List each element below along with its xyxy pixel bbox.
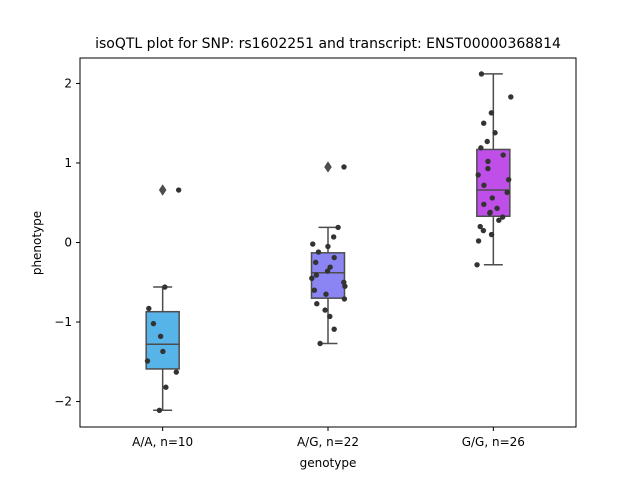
data-point <box>162 284 168 290</box>
data-point <box>478 71 485 77</box>
data-point <box>488 110 495 116</box>
data-point <box>311 287 318 293</box>
outlier-marker <box>158 184 167 196</box>
data-point <box>313 272 320 278</box>
plot-area <box>144 71 514 413</box>
data-point <box>315 249 322 255</box>
outlier-marker <box>324 161 332 173</box>
data-point <box>317 340 323 347</box>
data-point <box>341 296 348 302</box>
data-point <box>327 264 333 270</box>
data-point <box>309 275 315 281</box>
data-point <box>485 158 491 165</box>
data-point <box>499 214 506 220</box>
data-point <box>150 320 157 327</box>
data-point <box>160 348 166 355</box>
data-point <box>310 241 316 247</box>
data-point <box>484 138 490 145</box>
data-point <box>323 291 329 297</box>
data-point <box>324 268 331 274</box>
y-tick-label: 1 <box>64 156 72 170</box>
data-point <box>475 238 482 244</box>
y-axis: −2 −1 0 1 2 <box>54 76 80 409</box>
y-tick-label: −1 <box>54 315 72 329</box>
data-point <box>341 164 347 170</box>
data-point <box>508 94 514 100</box>
data-point <box>146 305 152 312</box>
data-point <box>314 301 320 307</box>
data-point <box>312 259 319 266</box>
data-point <box>481 182 487 188</box>
x-axis: A/A, n=10 A/G, n=22 G/G, n=26 <box>132 427 525 449</box>
data-point <box>325 243 331 250</box>
data-point <box>489 195 495 201</box>
data-point <box>474 262 480 268</box>
data-point <box>481 120 487 126</box>
box-iqr <box>476 148 511 218</box>
data-point <box>331 326 337 332</box>
y-axis-label: phenotype <box>30 211 44 275</box>
data-point <box>163 384 169 390</box>
box-group-2 <box>309 161 348 347</box>
data-point <box>335 224 341 231</box>
data-point <box>478 145 484 151</box>
data-point <box>505 176 512 183</box>
data-point <box>175 187 182 193</box>
x-tick-label: A/G, n=22 <box>297 435 359 449</box>
data-point <box>327 313 333 320</box>
data-point <box>173 369 180 375</box>
data-point <box>504 189 510 196</box>
data-point <box>494 205 500 212</box>
data-point <box>475 172 481 178</box>
data-point <box>477 223 483 230</box>
x-tick-label: G/G, n=26 <box>462 435 525 449</box>
data-point <box>322 307 328 313</box>
data-point <box>487 209 493 215</box>
data-point <box>331 254 337 261</box>
data-point <box>488 231 495 238</box>
data-point <box>492 130 498 136</box>
data-point <box>144 358 151 364</box>
data-point <box>330 234 337 240</box>
data-point <box>480 227 487 234</box>
box-group-1 <box>144 184 182 413</box>
data-point <box>157 333 164 340</box>
data-point <box>496 217 502 223</box>
y-tick-label: 2 <box>64 76 72 90</box>
y-tick-label: −2 <box>54 395 72 409</box>
data-point <box>342 283 348 289</box>
x-tick-label: A/A, n=10 <box>132 435 193 449</box>
y-tick-label: 0 <box>64 236 72 250</box>
data-point <box>485 165 491 172</box>
box-group-3 <box>474 71 514 268</box>
data-point <box>500 152 506 158</box>
x-axis-label: genotype <box>300 456 357 470</box>
chart-title: isoQTL plot for SNP: rs1602251 and trans… <box>95 36 561 52</box>
data-point <box>481 201 487 208</box>
box-iqr <box>145 310 180 370</box>
data-point <box>156 407 163 413</box>
